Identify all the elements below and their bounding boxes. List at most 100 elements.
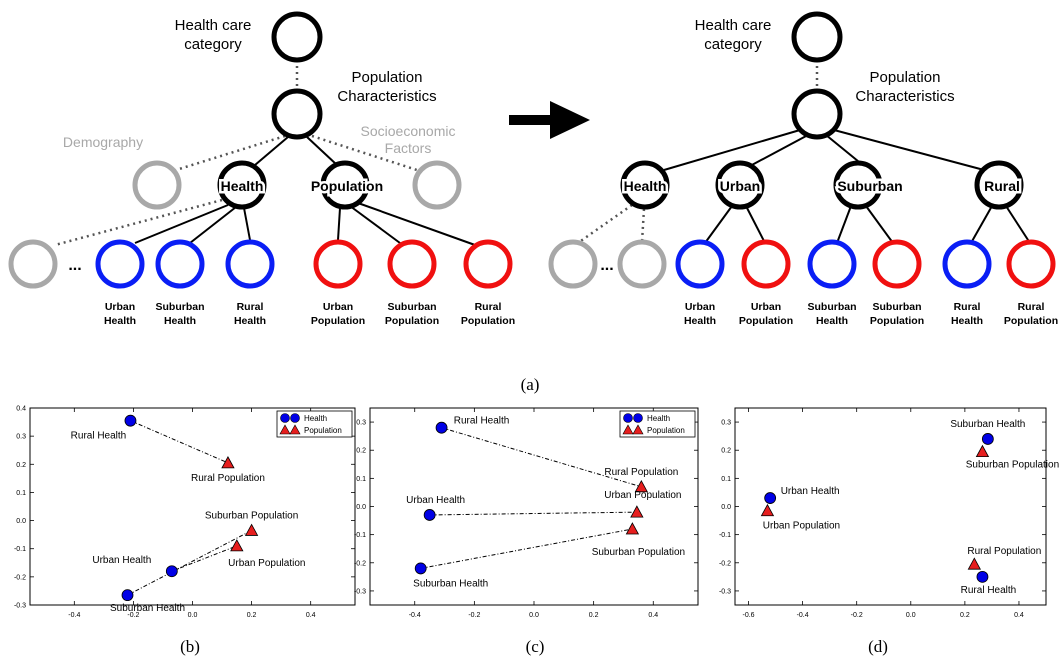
y-tick-label: 0.2: [721, 448, 731, 455]
point-label: Urban Health: [781, 486, 840, 497]
point-population: [634, 479, 649, 493]
diagram-left: Urban Health Suburban Health Rural Health Urba…: [8, 11, 515, 327]
scatter-panel-d: -0.6 -0.4 -0.2 0.0 0.2 0.4 -0.3 -0.2 -0.1 0.0 0.1 0…: [719, 407, 1059, 619]
edge: [254, 136, 289, 166]
legend-population-marker: [622, 424, 634, 435]
point-label: Suburban Population: [205, 510, 298, 521]
caption-a: (a): [521, 375, 540, 394]
point-label: Urban Population: [228, 558, 305, 569]
node-root: [791, 11, 843, 63]
point-population: [967, 557, 982, 570]
x-tick-label: 0.4: [1014, 612, 1024, 619]
x-tick-label: 0.0: [906, 612, 916, 619]
point-health: [124, 414, 137, 427]
legend-health-marker: [280, 413, 290, 423]
edge-dotted: [640, 208, 646, 243]
edge-dotted: [175, 134, 286, 172]
label-population-characteristics: Population Characteristics: [337, 69, 436, 105]
link-line: [429, 511, 637, 516]
node-population: [320, 160, 370, 210]
leaf-node-urban-population: [741, 239, 791, 289]
x-tick-label: -0.4: [409, 612, 421, 619]
leaf-label: Urban Health: [684, 301, 716, 327]
edge-dotted: [311, 134, 418, 172]
label-root: Health care category: [175, 17, 252, 53]
arrow-icon: [509, 101, 590, 139]
y-tick-label: 0.1: [356, 476, 366, 483]
point-population: [760, 503, 775, 517]
node-socioeconomic: [412, 160, 462, 210]
link-line: [127, 529, 252, 596]
y-tick-label: 0.4: [16, 406, 26, 413]
point-health: [165, 565, 178, 578]
node-population-characteristics: [271, 88, 323, 140]
point-label: Urban Health: [92, 555, 151, 566]
legend-population-marker: [289, 424, 301, 435]
legend-health-marker: [623, 413, 633, 423]
plot-area: [734, 407, 1047, 606]
edge: [337, 207, 341, 241]
leaf-node-urban-health: [95, 239, 145, 289]
point-label: Suburban Population: [592, 547, 685, 558]
y-tick-label: -0.1: [354, 532, 366, 539]
node-gray-leaf: [8, 239, 58, 289]
ellipsis: ...: [68, 257, 81, 274]
edge: [749, 134, 809, 167]
y-tick-label: -0.3: [354, 588, 366, 595]
x-tick-label: 0.0: [188, 612, 198, 619]
edge: [970, 205, 993, 244]
label-health: Health: [221, 178, 264, 194]
edge-dotted: [574, 203, 633, 247]
point-label: Rural Population: [967, 546, 1041, 557]
point-label: Urban Health: [406, 495, 465, 506]
y-tick-label: 0.0: [721, 504, 731, 511]
x-tick-label: -0.6: [742, 612, 754, 619]
legend-population-marker: [279, 424, 291, 435]
leaf-node-urban-population: [313, 239, 363, 289]
leaf-node-suburban-population: [872, 239, 922, 289]
caption-c: (c): [526, 637, 545, 656]
scatter-panel-b: -0.4 -0.2 0.0 0.2 0.4 -0.3 -0.2 -0.1 0.0 0.1 0.2 0.…: [14, 406, 356, 619]
node-urban: [715, 160, 765, 210]
node-gray-leaf: [548, 239, 598, 289]
y-tick-label: 0.2: [356, 448, 366, 455]
leaf-label: Suburban Population: [870, 301, 924, 327]
leaf-label: Urban Population: [311, 301, 365, 327]
edge: [357, 202, 476, 246]
legend-label-population: Population: [304, 426, 342, 435]
leaf-label: Rural Health: [234, 301, 266, 327]
legend-label-health: Health: [304, 414, 327, 423]
node-rural: [974, 160, 1024, 210]
label-root: Health care category: [695, 17, 772, 53]
y-tick-label: -0.2: [14, 574, 26, 581]
left-leaf-nodes: Urban Health Suburban Health Rural Health Urba…: [95, 239, 515, 327]
x-tick-label: 0.2: [589, 612, 599, 619]
edge: [836, 205, 852, 244]
legend-label-population: Population: [647, 426, 685, 435]
node-health: [620, 160, 670, 210]
label-population-characteristics: Population Characteristics: [855, 69, 954, 105]
point-health: [981, 433, 994, 445]
leaf-node-suburban-health: [155, 239, 205, 289]
leaf-label: Urban Population: [739, 301, 793, 327]
leaf-node-suburban-population: [387, 239, 437, 289]
label-rural: Rural: [984, 178, 1020, 194]
point-population: [630, 505, 644, 518]
leaf-label: Suburban Population: [385, 301, 439, 327]
y-tick-label: -0.2: [354, 560, 366, 567]
node-suburban: [833, 160, 883, 210]
y-tick-label: -0.3: [14, 603, 26, 610]
legend-health-marker: [633, 413, 643, 423]
leaf-node-rural-population: [1006, 239, 1056, 289]
link-line: [441, 427, 642, 488]
y-tick-label: -0.2: [719, 560, 731, 567]
leaf-node-rural-health: [942, 239, 992, 289]
y-tick-label: 0.3: [16, 434, 26, 441]
plot-area: [369, 407, 699, 606]
right-leaf-nodes: Urban Health Urban Population Suburban Health…: [675, 239, 1058, 327]
point-health: [976, 570, 989, 583]
point-label: Urban Population: [604, 490, 681, 501]
point-label: Rural Population: [604, 467, 678, 478]
point-population: [625, 522, 640, 535]
